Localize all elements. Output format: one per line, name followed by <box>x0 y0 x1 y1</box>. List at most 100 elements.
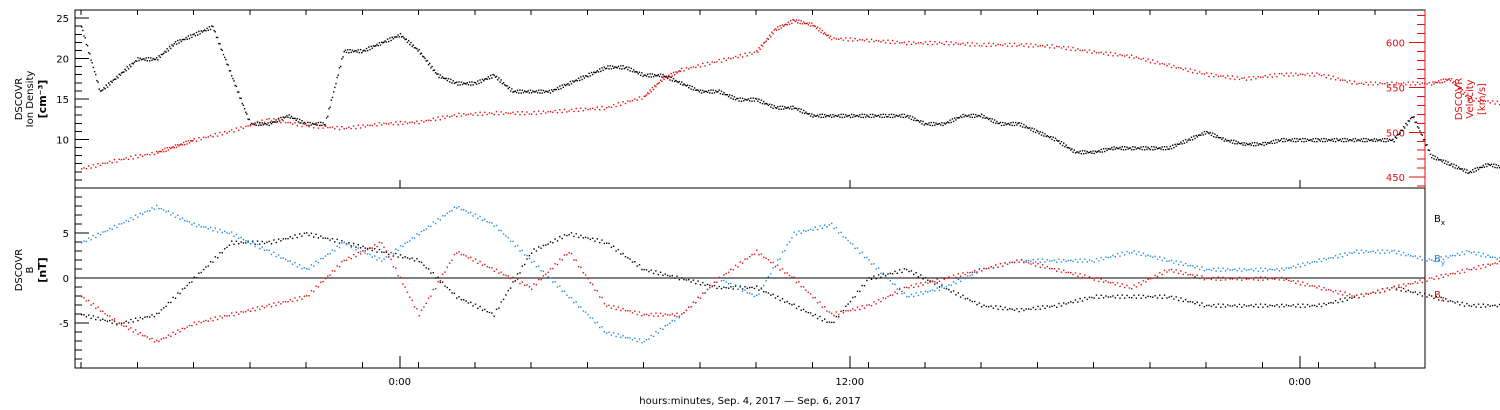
density-point <box>1078 152 1080 154</box>
bz-point <box>786 272 788 274</box>
by-point <box>465 210 467 212</box>
density-point <box>221 49 223 52</box>
density-point <box>1010 122 1012 124</box>
bz-point <box>296 299 298 302</box>
bx-point <box>123 322 125 324</box>
velocity-tick-label: 600 <box>1386 38 1405 49</box>
density-point <box>998 122 1000 125</box>
density-point <box>1054 137 1057 139</box>
density-point <box>183 38 185 41</box>
density-point <box>723 92 725 94</box>
velocity-point <box>845 37 847 39</box>
density-point <box>323 124 325 126</box>
bx-point <box>606 242 608 244</box>
bx-point <box>655 270 657 272</box>
velocity-point <box>974 45 976 47</box>
density-point <box>1317 138 1319 140</box>
density-point <box>559 85 561 87</box>
bz-point <box>1320 289 1323 291</box>
by-point <box>868 259 870 261</box>
density-point <box>412 44 414 46</box>
bx-point <box>915 272 917 274</box>
velocity-point <box>1173 64 1175 67</box>
bz-point <box>570 253 573 255</box>
density-point <box>956 117 958 119</box>
bz-point <box>950 277 952 279</box>
density-point <box>1004 122 1006 124</box>
bz-point <box>713 281 716 283</box>
bx-point <box>990 305 992 307</box>
density-point <box>700 92 703 94</box>
density-point <box>1302 137 1304 140</box>
velocity-point <box>856 39 859 42</box>
bz-point <box>1112 281 1114 284</box>
bx-point <box>1351 297 1353 299</box>
by-point <box>1327 257 1330 259</box>
density-point <box>1428 149 1431 152</box>
velocity-tick-label: 500 <box>1386 128 1405 139</box>
density-point <box>1474 167 1476 170</box>
density-point <box>594 72 596 74</box>
density-point <box>1316 140 1318 143</box>
bz-point <box>134 329 137 331</box>
bx-point <box>198 272 200 274</box>
bz-point <box>123 325 125 327</box>
bx-point <box>409 258 411 260</box>
bx-point <box>1431 295 1433 297</box>
bx-point <box>214 256 216 258</box>
bx-point <box>786 300 788 303</box>
velocity-point <box>1065 48 1067 51</box>
velocity-point <box>238 129 240 132</box>
density-point <box>1211 132 1214 134</box>
by-point <box>224 230 226 233</box>
bz-point <box>648 314 650 317</box>
velocity-point <box>336 125 338 128</box>
bz-point <box>303 295 306 297</box>
density-point <box>581 78 583 81</box>
density-point <box>149 60 151 62</box>
bz-point <box>634 310 636 312</box>
density-point <box>431 65 433 68</box>
density-point <box>1141 148 1143 151</box>
by-point <box>1438 259 1440 262</box>
bz-point <box>336 265 338 267</box>
density-point <box>443 77 445 79</box>
bz-point <box>92 302 95 305</box>
density-point <box>446 79 448 82</box>
density-point <box>282 116 284 118</box>
velocity-point <box>1438 80 1440 82</box>
bz-point <box>709 286 711 289</box>
bz-point <box>308 295 310 297</box>
bx-point <box>174 297 177 299</box>
density-point <box>1220 137 1222 139</box>
by-point <box>1482 252 1484 255</box>
density-point <box>1148 147 1150 150</box>
bx-point <box>1421 295 1423 297</box>
density-axis-label: Ion Density <box>25 71 36 128</box>
bz-point <box>144 335 146 337</box>
by-point <box>732 286 734 288</box>
density-point <box>1327 138 1330 141</box>
density-point <box>545 90 547 92</box>
density-point <box>261 122 263 124</box>
density-point <box>1005 123 1007 126</box>
by-point <box>287 260 289 262</box>
velocity-point <box>1334 79 1337 81</box>
bx-point <box>1119 297 1121 299</box>
density-point <box>268 124 270 127</box>
bz-point <box>1105 280 1107 282</box>
by-point <box>828 224 831 226</box>
by-point <box>765 280 767 282</box>
density-point <box>1158 147 1160 149</box>
density-point <box>1049 136 1051 139</box>
bz-point <box>1496 263 1498 265</box>
by-point <box>1189 264 1191 267</box>
density-point <box>364 50 366 52</box>
by-point <box>1306 261 1309 264</box>
bz-point <box>1070 272 1072 274</box>
bx-point <box>561 237 563 240</box>
by-point <box>1283 269 1285 271</box>
density-point <box>363 49 365 51</box>
bz-point <box>1449 273 1452 275</box>
by-point <box>102 231 104 233</box>
